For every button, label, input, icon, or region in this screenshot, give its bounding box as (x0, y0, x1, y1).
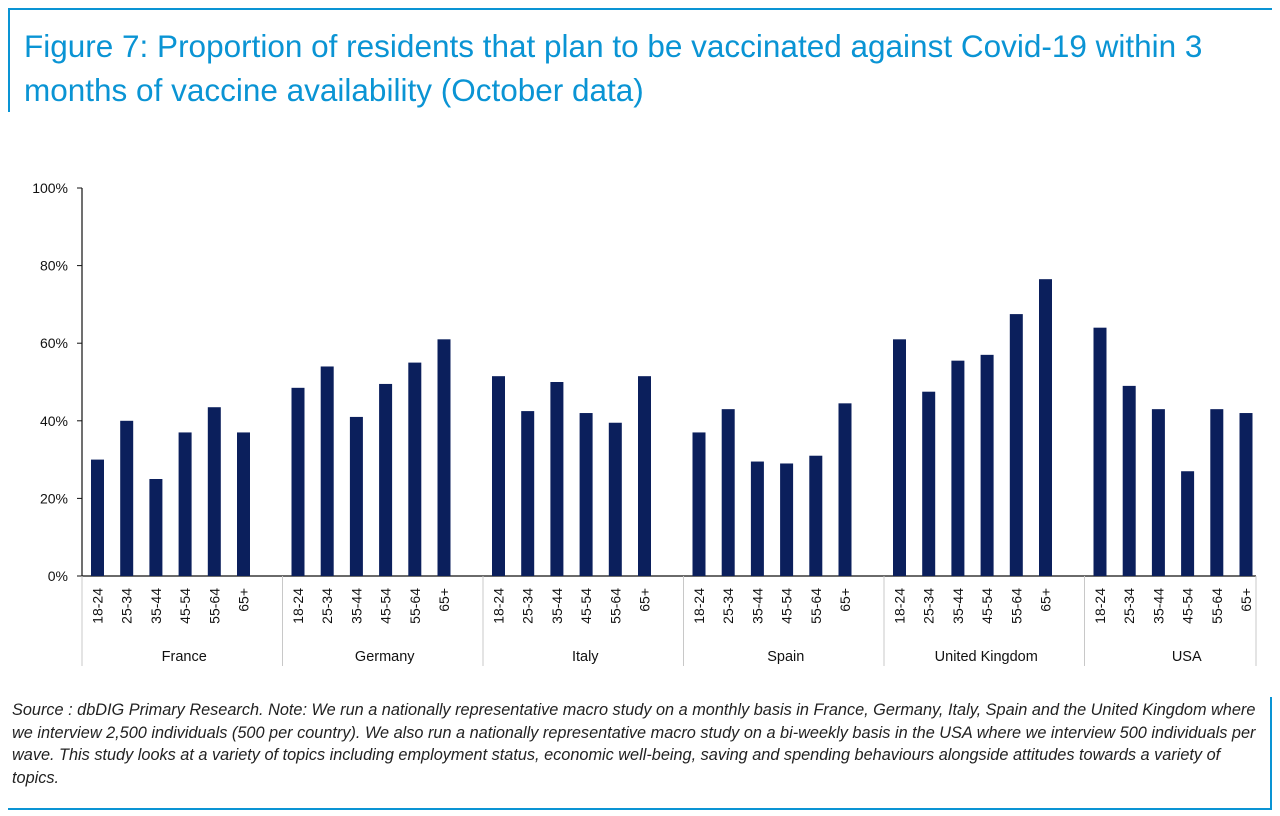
bar (692, 432, 706, 576)
x-tick-label: 55-64 (808, 588, 824, 624)
x-tick-label: 45-54 (779, 588, 795, 624)
bar (408, 362, 422, 576)
x-tick-label: 45-54 (1180, 588, 1196, 624)
bar (608, 422, 622, 576)
bar (922, 391, 936, 576)
bar (1210, 409, 1224, 576)
bar (780, 463, 794, 576)
bar (980, 354, 994, 576)
bar (237, 432, 250, 576)
source-block: Source : dbDIG Primary Research. Note: W… (8, 697, 1272, 810)
bar (1009, 314, 1023, 576)
x-tick-label: 55-64 (1008, 588, 1024, 624)
x-tick-label: 65+ (436, 588, 452, 612)
x-tick-label: 35-44 (148, 588, 164, 624)
bar (91, 459, 104, 576)
bar (721, 409, 735, 576)
bar (320, 366, 334, 576)
bar (492, 376, 505, 576)
x-tick-label: 18-24 (691, 588, 707, 624)
source-note: Source : dbDIG Primary Research. Note: W… (12, 701, 1256, 787)
bar (207, 407, 221, 576)
bar (1039, 279, 1052, 576)
bar (291, 387, 305, 576)
x-tick-label: 35-44 (348, 588, 364, 624)
y-tick-label: 0% (48, 568, 68, 584)
group-label: Spain (767, 649, 804, 665)
group-label: France (162, 649, 207, 665)
bar (893, 339, 906, 576)
x-tick-label: 18-24 (1092, 588, 1108, 624)
bar (750, 461, 764, 576)
bar (349, 416, 363, 576)
figure-title: Figure 7: Proportion of residents that p… (24, 28, 1203, 108)
x-tick-label: 45-54 (979, 588, 995, 624)
bar (951, 360, 965, 576)
bar (521, 411, 535, 576)
x-tick-label: 45-54 (378, 588, 394, 624)
bar (1122, 385, 1136, 576)
x-tick-label: 65+ (637, 588, 653, 612)
x-tick-label: 18-24 (892, 588, 908, 624)
bar (550, 382, 564, 576)
y-tick-label: 80% (40, 258, 68, 274)
y-tick-label: 100% (32, 180, 68, 196)
x-tick-label: 18-24 (491, 588, 507, 624)
x-tick-label: 25-34 (319, 588, 335, 624)
x-tick-label: 55-64 (407, 588, 423, 624)
y-tick-label: 60% (40, 335, 68, 351)
bar (1093, 327, 1107, 576)
x-tick-label: 25-34 (921, 588, 937, 624)
x-tick-label: 45-54 (578, 588, 594, 624)
x-tick-label: 35-44 (1150, 588, 1166, 624)
x-tick-label: 18-24 (90, 588, 106, 624)
x-tick-label: 18-24 (290, 588, 306, 624)
x-tick-label: 35-44 (749, 588, 765, 624)
x-tick-label: 55-64 (206, 588, 222, 624)
bar (379, 383, 393, 576)
x-tick-label: 25-34 (720, 588, 736, 624)
x-tick-label: 25-34 (119, 588, 135, 624)
group-label: Germany (355, 649, 415, 665)
bar-chart: 0% 20% 40% 60% 80% 100% 18-24 25-34 35-44 45-54 55… (32, 180, 1257, 666)
bar (1151, 409, 1165, 576)
bar (838, 403, 852, 576)
y-tick-label: 20% (40, 490, 68, 506)
bar (809, 455, 823, 576)
x-tick-label: 65+ (236, 588, 252, 612)
x-tick-label: 55-64 (607, 588, 623, 624)
x-tick-label: 35-44 (549, 588, 565, 624)
bar (149, 479, 163, 576)
x-tick-label: 45-54 (177, 588, 193, 624)
group-label: USA (1172, 649, 1202, 665)
title-block: Figure 7: Proportion of residents that p… (8, 8, 1272, 112)
group-label: Italy (572, 649, 599, 665)
x-tick-label: 65+ (1038, 588, 1054, 612)
x-tick-label: 65+ (837, 588, 853, 612)
y-tick-label: 40% (40, 413, 68, 429)
x-tick-label: 25-34 (520, 588, 536, 624)
bar (1181, 471, 1195, 576)
bar (178, 432, 192, 576)
bar (579, 413, 593, 576)
x-tick-label: 25-34 (1121, 588, 1137, 624)
x-tick-label: 55-64 (1209, 588, 1225, 624)
x-tick-label: 65+ (1238, 588, 1254, 612)
bar (638, 376, 651, 576)
bar (437, 339, 451, 576)
x-tick-label: 35-44 (950, 588, 966, 624)
bar (120, 420, 134, 576)
bar (1239, 413, 1253, 576)
group-label: United Kingdom (935, 649, 1038, 665)
